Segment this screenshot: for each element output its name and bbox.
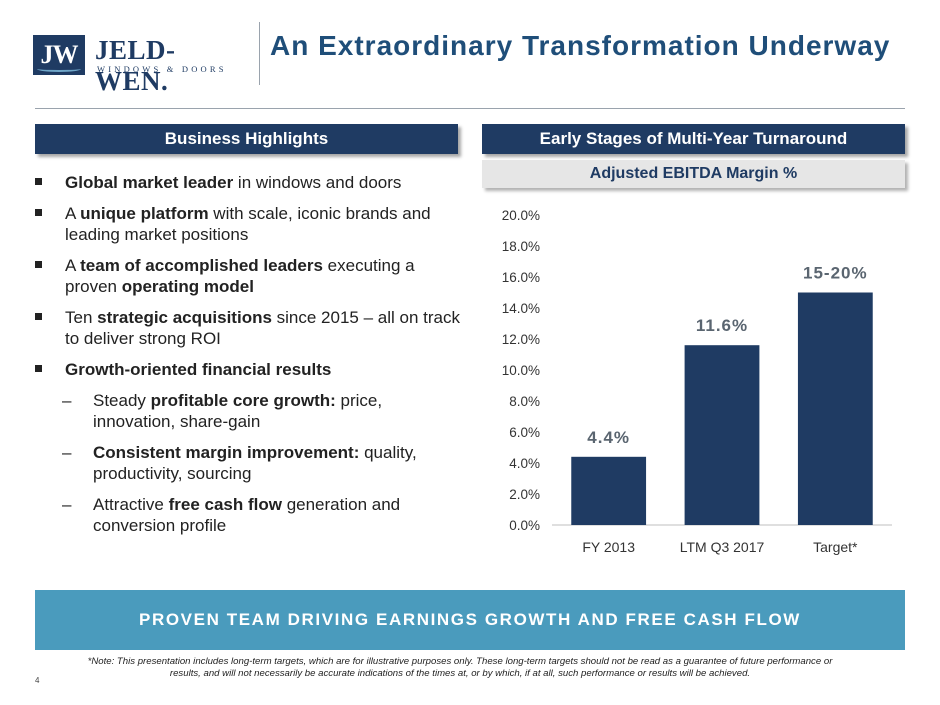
bar-ltm-q3-2017 xyxy=(684,345,760,525)
logo-wordmark: JELD-WEN. xyxy=(95,35,176,96)
chart-svg: 0.0% 2.0% 4.0% 6.0% 8.0% 10.0% 12.0% 14.0% 16.0%… xyxy=(502,208,892,555)
sub-bullet-item: – Consistent margin improvement: quality,… xyxy=(35,442,465,484)
bullet-emphasis: unique platform xyxy=(80,204,209,223)
square-bullet-icon xyxy=(35,209,42,216)
square-bullet-icon xyxy=(35,178,42,185)
bullet-text: quality, productivity, sourcing xyxy=(93,443,417,483)
logo-tagline: WINDOWS & DOORS xyxy=(97,64,227,74)
highlights-list: Global market leader in windows and door… xyxy=(35,172,465,546)
company-logo: JW JELD-WEN. WINDOWS & DOORS xyxy=(33,35,243,96)
page-number: 4 xyxy=(35,676,40,685)
y-tick-label: 6.0% xyxy=(509,425,540,440)
bullet-text: Steady xyxy=(93,391,151,410)
title-rule xyxy=(35,108,905,109)
bullet-emphasis: free cash flow xyxy=(168,495,282,514)
y-tick-label: 10.0% xyxy=(502,363,540,378)
y-tick-label: 14.0% xyxy=(502,301,540,316)
bullet-item: A team of accomplished leaders executing… xyxy=(35,255,465,297)
square-bullet-icon xyxy=(35,365,42,372)
y-tick-label: 18.0% xyxy=(502,239,540,254)
y-tick-label: 16.0% xyxy=(502,270,540,285)
bullet-emphasis: profitable core growth: xyxy=(150,391,336,410)
ebitda-margin-subheader: Adjusted EBITDA Margin % xyxy=(482,160,905,188)
slide-title: An Extraordinary Transformation Underway xyxy=(270,30,891,61)
y-tick-label: 12.0% xyxy=(502,332,540,347)
bullet-text: in windows and doors xyxy=(233,173,402,192)
dash-marker: – xyxy=(62,495,72,514)
x-tick-label: FY 2013 xyxy=(582,539,635,555)
y-tick-label: 20.0% xyxy=(502,208,540,223)
bullet-text: A xyxy=(65,256,81,275)
sub-bullet-item: – Attractive free cash flow generation an… xyxy=(35,494,465,536)
footnote: *Note: This presentation includes long-t… xyxy=(87,656,833,679)
bullet-item: A unique platform with scale, iconic bra… xyxy=(35,203,465,245)
bullet-item: Global market leader in windows and door… xyxy=(35,172,465,193)
ebitda-margin-chart: 0.0% 2.0% 4.0% 6.0% 8.0% 10.0% 12.0% 14.0% 16.0%… xyxy=(482,200,905,570)
bullet-text: executing a proven xyxy=(65,256,415,296)
bullet-emphasis: operating model xyxy=(121,277,254,296)
y-tick-label: 0.0% xyxy=(509,518,540,533)
sub-bullet-item: – Steady profitable core growth: price, i… xyxy=(35,390,465,432)
bullet-text: A xyxy=(65,204,81,223)
square-bullet-icon xyxy=(35,261,42,268)
bullet-text: Attractive xyxy=(93,495,169,514)
x-tick-label: Target* xyxy=(813,539,858,555)
dash-marker: – xyxy=(62,391,72,410)
bullet-text: since 2015 – all on track to deliver str… xyxy=(65,308,460,348)
y-tick-label: 8.0% xyxy=(509,394,540,409)
bullet-text: price, innovation, share-gain xyxy=(93,391,383,431)
bullet-text: with scale, iconic brands and leading ma… xyxy=(65,204,431,244)
x-tick-label: LTM Q3 2017 xyxy=(680,539,765,555)
data-label: 11.6% xyxy=(696,316,748,335)
logo-badge: JW xyxy=(33,35,85,75)
key-message-banner: PROVEN TEAM DRIVING EARNINGS GROWTH AND … xyxy=(35,590,905,650)
data-label: 4.4% xyxy=(587,428,630,447)
data-label: 15-20% xyxy=(803,264,868,283)
bullet-text: Ten xyxy=(65,308,98,327)
dash-marker: – xyxy=(62,443,72,462)
logo-swoosh-icon xyxy=(37,66,81,72)
bullet-text: generation and conversion profile xyxy=(93,495,401,535)
bullet-emphasis: Growth-oriented financial results xyxy=(65,360,332,379)
square-bullet-icon xyxy=(35,313,42,320)
bar-target xyxy=(797,292,873,525)
logo-badge-text: JW xyxy=(40,40,79,69)
bullet-item: Growth-oriented financial results xyxy=(35,359,465,380)
bullet-item: Ten strategic acquisitions since 2015 – … xyxy=(35,307,465,349)
bullet-emphasis: strategic acquisitions xyxy=(97,308,272,327)
bullet-emphasis: Global market leader xyxy=(65,173,234,192)
y-tick-label: 4.0% xyxy=(509,456,540,471)
header-divider xyxy=(259,22,260,85)
bullet-emphasis: team of accomplished leaders xyxy=(80,256,323,275)
business-highlights-header: Business Highlights xyxy=(35,124,458,154)
bullet-emphasis: Consistent margin improvement: xyxy=(93,443,360,462)
y-tick-label: 2.0% xyxy=(509,487,540,502)
bar-fy-2013 xyxy=(571,456,647,525)
turnaround-header: Early Stages of Multi-Year Turnaround xyxy=(482,124,905,154)
